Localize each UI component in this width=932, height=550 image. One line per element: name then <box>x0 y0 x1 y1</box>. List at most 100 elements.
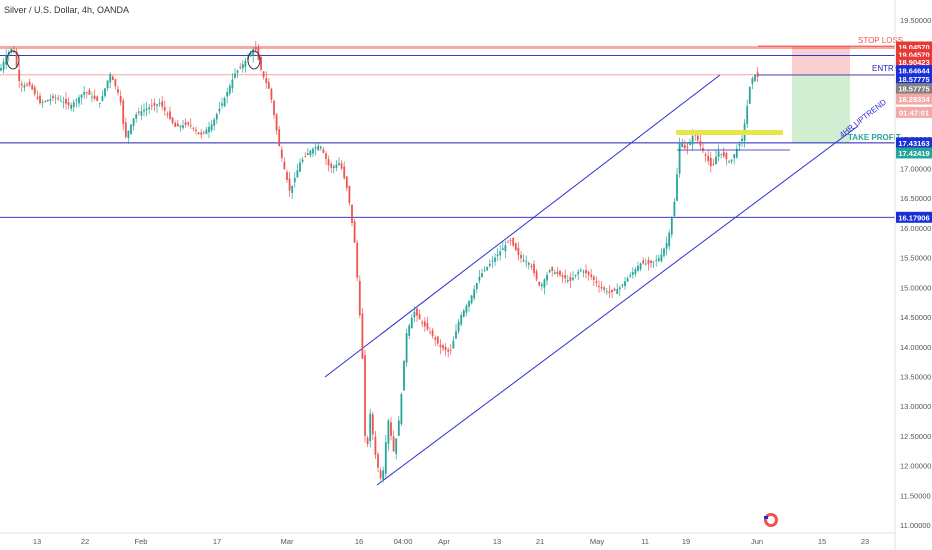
candle-body <box>171 117 174 124</box>
price-badge <box>896 106 932 118</box>
price-badge-label: 18.90423 <box>898 58 929 67</box>
candle-body <box>343 166 346 179</box>
candle-body <box>2 61 5 70</box>
candle-body <box>592 276 595 280</box>
candle-body <box>470 295 473 304</box>
price-series <box>0 41 759 483</box>
candle-body <box>254 47 257 50</box>
channel-lower-line[interactable] <box>376 125 859 486</box>
candle-body <box>449 349 452 351</box>
candle-body <box>327 159 330 166</box>
candle-body <box>553 272 556 274</box>
price-tick-label: 15.50000 <box>900 254 931 263</box>
candle-body <box>715 156 717 165</box>
candle-body <box>309 150 312 156</box>
time-axis[interactable]: 13 22 Feb 17 Mar 16 04:00 Apr 13 21 May 11 19 Jun 15 23 <box>0 532 895 546</box>
candle-body <box>709 157 712 167</box>
candle-body <box>184 122 187 125</box>
candle-body <box>626 278 629 282</box>
price-badge-label: 19.04570 <box>898 50 929 59</box>
time-tick-label: 16 <box>355 537 363 546</box>
candle-body <box>647 260 650 264</box>
time-tick-label: 21 <box>536 537 544 546</box>
candle-body <box>418 314 421 320</box>
candle-body <box>387 420 390 444</box>
candle-body <box>540 284 543 287</box>
candle-body <box>579 270 582 272</box>
candle-body <box>249 53 252 57</box>
price-badge-label: 18.57775 <box>898 75 929 84</box>
candle-body <box>746 106 749 124</box>
candle-body <box>561 275 564 278</box>
candle-body <box>319 146 322 149</box>
candle-body <box>722 151 725 157</box>
candle-body <box>221 103 223 106</box>
price-badge-label: 16.17906 <box>898 213 929 222</box>
candle-body <box>507 241 509 243</box>
price-badge-label: 19.04570 <box>898 43 929 52</box>
candle-body <box>78 97 80 104</box>
candle-body <box>132 118 135 126</box>
candle-body <box>655 259 658 261</box>
candle-body <box>62 102 65 104</box>
candle-body <box>252 49 255 56</box>
candle-body <box>26 84 28 86</box>
candle-body <box>730 159 733 162</box>
candle-body <box>369 413 372 442</box>
candle-body <box>314 147 317 149</box>
candle-body <box>143 109 145 112</box>
uptrend-channel[interactable] <box>324 74 859 486</box>
candle-body <box>468 301 470 307</box>
candle-body <box>299 162 301 172</box>
candle-body <box>75 99 78 101</box>
resistance-zone[interactable] <box>676 130 783 135</box>
candle-body <box>189 124 192 126</box>
price-tick-label: 11.00000 <box>900 521 931 530</box>
candle-body <box>335 164 338 169</box>
candle-body <box>707 156 710 162</box>
candle-body <box>457 322 460 332</box>
candle-body <box>18 69 21 81</box>
candle-body <box>681 143 684 147</box>
price-badges: 19.0457019.0457018.9042318.6464418.57775… <box>896 41 932 223</box>
candle-body <box>486 266 489 271</box>
time-tick-label: 13 <box>493 537 501 546</box>
candle-body <box>117 89 119 93</box>
candle-body <box>70 104 73 109</box>
price-badge-label: 17.42419 <box>898 149 929 158</box>
candle-body <box>231 79 234 89</box>
candle-body <box>283 161 286 170</box>
candle-body <box>676 174 678 201</box>
candle-body <box>96 96 99 101</box>
candle-body <box>28 81 31 86</box>
candle-body <box>273 100 275 116</box>
candle-body <box>195 129 197 132</box>
time-tick-label: 22 <box>81 537 89 546</box>
price-badge-label: 01:47:01 <box>899 108 929 117</box>
candle-body <box>462 310 465 317</box>
candle-body <box>200 132 203 135</box>
candle-body <box>158 103 161 105</box>
candle-body <box>551 266 554 271</box>
candle-body <box>218 108 221 112</box>
horizontal-levels[interactable] <box>0 46 895 218</box>
candle-body <box>595 281 598 284</box>
channel-upper-line[interactable] <box>324 74 721 378</box>
candle-body <box>358 280 361 316</box>
candle-body <box>650 260 652 263</box>
candle-body <box>114 79 117 87</box>
candle-body <box>192 127 195 129</box>
candle-body <box>735 149 738 158</box>
candle-body <box>182 125 184 128</box>
candle-body <box>345 176 348 188</box>
candle-body <box>512 237 515 246</box>
candle-body <box>111 76 114 81</box>
candle-body <box>59 100 62 102</box>
candle-body <box>405 333 408 363</box>
candle-body <box>153 102 156 106</box>
candle-body <box>434 337 437 340</box>
candle-body <box>202 131 205 133</box>
candle-body <box>135 114 138 119</box>
time-tick-label: May <box>590 537 604 546</box>
